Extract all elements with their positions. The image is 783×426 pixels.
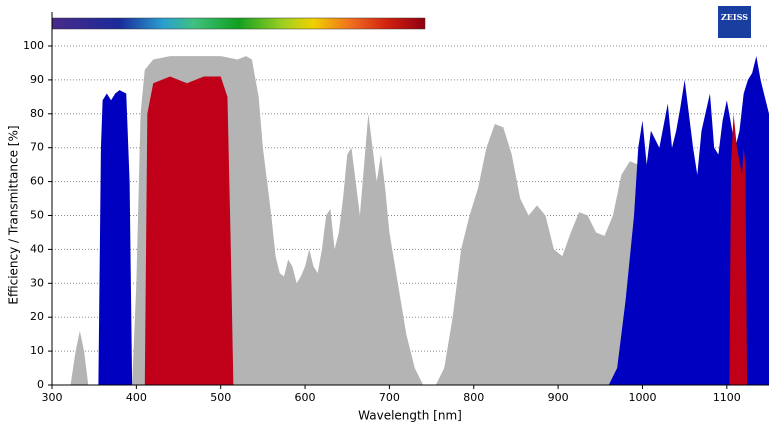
x-tick-label: 600 (295, 391, 316, 404)
y-tick-label: 10 (30, 344, 44, 357)
x-tick-label: 1000 (628, 391, 656, 404)
x-tick-label: 1100 (713, 391, 741, 404)
spectrum-bar (51, 17, 426, 30)
x-tick-label: 900 (548, 391, 569, 404)
y-tick-label: 90 (30, 73, 44, 86)
x-tick-label: 500 (210, 391, 231, 404)
y-tick-label: 80 (30, 107, 44, 120)
y-tick-label: 70 (30, 141, 44, 154)
y-tick-label: 20 (30, 310, 44, 323)
y-tick-label: 30 (30, 276, 44, 289)
x-tick-label: 300 (42, 391, 63, 404)
y-tick-label: 40 (30, 242, 44, 255)
y-tick-label: 50 (30, 209, 44, 222)
logo-box (718, 6, 751, 38)
area (144, 76, 748, 385)
logo: ZEISS (721, 12, 748, 22)
y-tick-label: 0 (37, 378, 44, 391)
y-tick-label: 60 (30, 175, 44, 188)
x-tick-label: 700 (379, 391, 400, 404)
area (98, 56, 770, 386)
x-tick-label: 800 (463, 391, 484, 404)
x-tick-label: 400 (126, 391, 147, 404)
y-axis-title: Efficiency / Transmittance [%] (7, 125, 21, 304)
y-tick-label: 100 (23, 39, 44, 52)
x-axis-title: Wavelength [nm] (358, 409, 462, 423)
